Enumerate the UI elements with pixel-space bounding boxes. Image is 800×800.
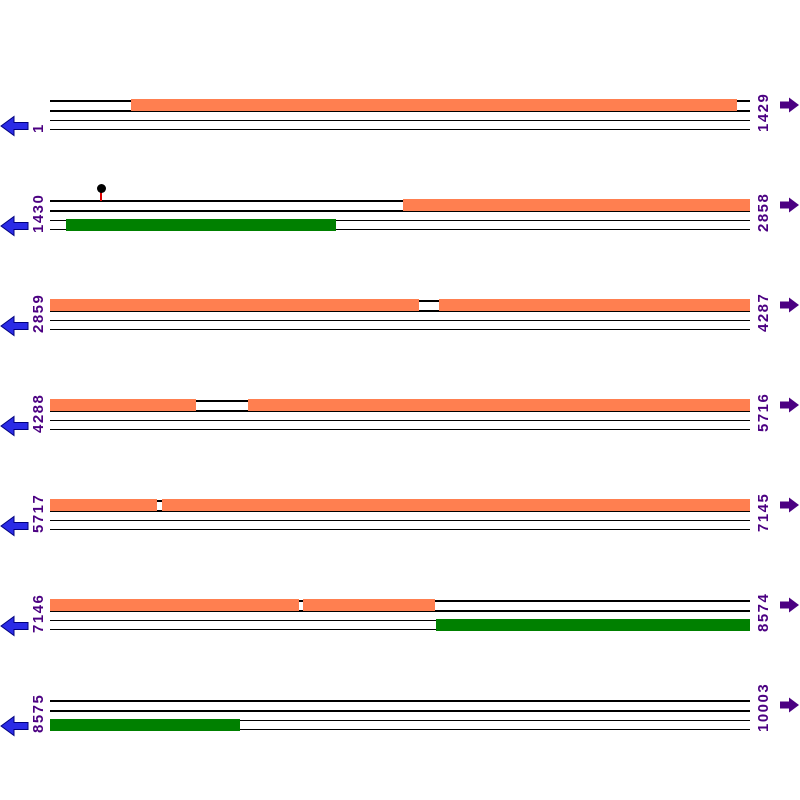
row-start-coordinate: 5717 — [30, 493, 47, 533]
sequence-rule-line — [50, 119, 750, 122]
forward-feature-segment[interactable] — [402, 199, 750, 211]
reverse-feature-segment[interactable] — [435, 619, 750, 631]
lollipop-marker-icon[interactable] — [96, 184, 106, 193]
sequence-rule-line — [50, 519, 750, 522]
forward-feature-segment[interactable] — [50, 499, 158, 511]
row-start-coordinate: 1 — [30, 123, 47, 133]
forward-feature-segment[interactable] — [50, 299, 419, 311]
forward-feature-segment[interactable] — [50, 599, 300, 611]
right-strand-arrow-icon[interactable] — [778, 495, 800, 515]
row-start-coordinate: 7146 — [30, 593, 47, 633]
sequence-rule-line — [50, 419, 750, 422]
sequence-rule-line — [50, 528, 750, 531]
reverse-feature-segment[interactable] — [66, 219, 337, 231]
row-start-coordinate: 8575 — [30, 693, 47, 733]
row-start-coordinate: 4288 — [30, 393, 47, 433]
row-end-coordinate: 10003 — [755, 682, 772, 732]
left-strand-arrow-icon[interactable] — [0, 113, 30, 139]
right-strand-arrow-icon[interactable] — [778, 295, 800, 315]
row-start-coordinate: 1430 — [30, 193, 47, 233]
row-end-coordinate: 5716 — [755, 392, 772, 432]
row-end-coordinate: 8574 — [755, 592, 772, 632]
right-strand-arrow-icon[interactable] — [778, 95, 800, 115]
row-end-coordinate: 1429 — [755, 92, 772, 132]
sequence-rule-line — [50, 719, 750, 722]
sequence-rule-line — [50, 210, 750, 212]
left-strand-arrow-icon[interactable] — [0, 513, 30, 539]
forward-feature-segment[interactable] — [439, 299, 750, 311]
sequence-rule-line — [50, 200, 750, 202]
forward-feature-segment[interactable] — [131, 99, 737, 111]
sequence-rule-line — [50, 700, 750, 702]
sequence-rule-line — [50, 628, 750, 631]
row-end-coordinate: 4287 — [755, 292, 772, 332]
sequence-rule-line — [50, 710, 750, 712]
forward-feature-segment[interactable] — [50, 399, 197, 411]
left-strand-arrow-icon[interactable] — [0, 713, 30, 739]
sequence-rule-line — [50, 128, 750, 131]
sequence-rule-line — [50, 619, 750, 622]
left-strand-arrow-icon[interactable] — [0, 413, 30, 439]
right-strand-arrow-icon[interactable] — [778, 195, 800, 215]
sequence-rule-line — [50, 219, 750, 222]
left-strand-arrow-icon[interactable] — [0, 213, 30, 239]
reverse-feature-segment[interactable] — [50, 719, 240, 731]
right-strand-arrow-icon[interactable] — [778, 595, 800, 615]
row-start-coordinate: 2859 — [30, 293, 47, 333]
forward-feature-segment[interactable] — [302, 599, 435, 611]
row-end-coordinate: 7145 — [755, 492, 772, 532]
row-end-coordinate: 2858 — [755, 192, 772, 232]
left-strand-arrow-icon[interactable] — [0, 313, 30, 339]
sequence-rule-line — [50, 328, 750, 331]
sequence-rule-line — [50, 319, 750, 322]
right-strand-arrow-icon[interactable] — [778, 395, 800, 415]
marker-stem — [100, 192, 103, 201]
forward-feature-segment[interactable] — [162, 499, 750, 511]
sequence-rule-line — [50, 728, 750, 731]
left-strand-arrow-icon[interactable] — [0, 613, 30, 639]
forward-feature-segment[interactable] — [248, 399, 750, 411]
sequence-rule-line — [50, 228, 750, 231]
sequence-rule-line — [50, 428, 750, 431]
right-strand-arrow-icon[interactable] — [778, 695, 800, 715]
